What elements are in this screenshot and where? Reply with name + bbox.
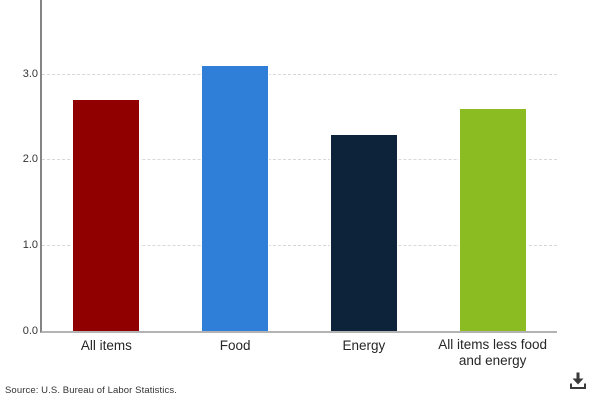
x-tick-label: All items (80, 338, 132, 353)
download-button[interactable] (566, 368, 591, 393)
bar-column (42, 0, 171, 331)
bar-column (171, 0, 300, 331)
gridline (42, 245, 557, 247)
x-tick-label: All items less food and energy (438, 337, 548, 368)
x-axis-labels: All items Food Energy All items less food a… (42, 337, 557, 370)
x-tick-label: Food (219, 338, 251, 353)
plot-area (40, 0, 557, 333)
bar-all-items-less-food-and-energy[interactable] (458, 108, 527, 331)
gridline (42, 159, 557, 161)
x-label-column: All items less food and energy (428, 337, 557, 370)
y-tick-label: 3.0 (22, 67, 38, 80)
bars-row (42, 0, 557, 331)
y-tick-label: 2.0 (22, 153, 38, 166)
bar-food[interactable] (201, 65, 270, 331)
source-note: Source: U.S. Bureau of Labor Statistics. (5, 385, 177, 396)
y-axis-labels: 0.0 1.0 2.0 3.0 (0, 0, 38, 337)
y-tick-label: 0.0 (22, 325, 38, 337)
y-tick-label: 1.0 (22, 239, 38, 252)
bar-column (428, 0, 557, 331)
gridline (42, 73, 557, 75)
x-label-column: Food (171, 337, 300, 370)
x-label-column: All items (42, 337, 171, 370)
download-icon (570, 372, 586, 389)
x-label-column: Energy (300, 337, 429, 370)
bar-column (300, 0, 429, 331)
bar-energy[interactable] (329, 134, 398, 331)
x-tick-label: Energy (342, 338, 386, 353)
gridlines (42, 0, 557, 331)
bar-all-items[interactable] (72, 99, 141, 331)
